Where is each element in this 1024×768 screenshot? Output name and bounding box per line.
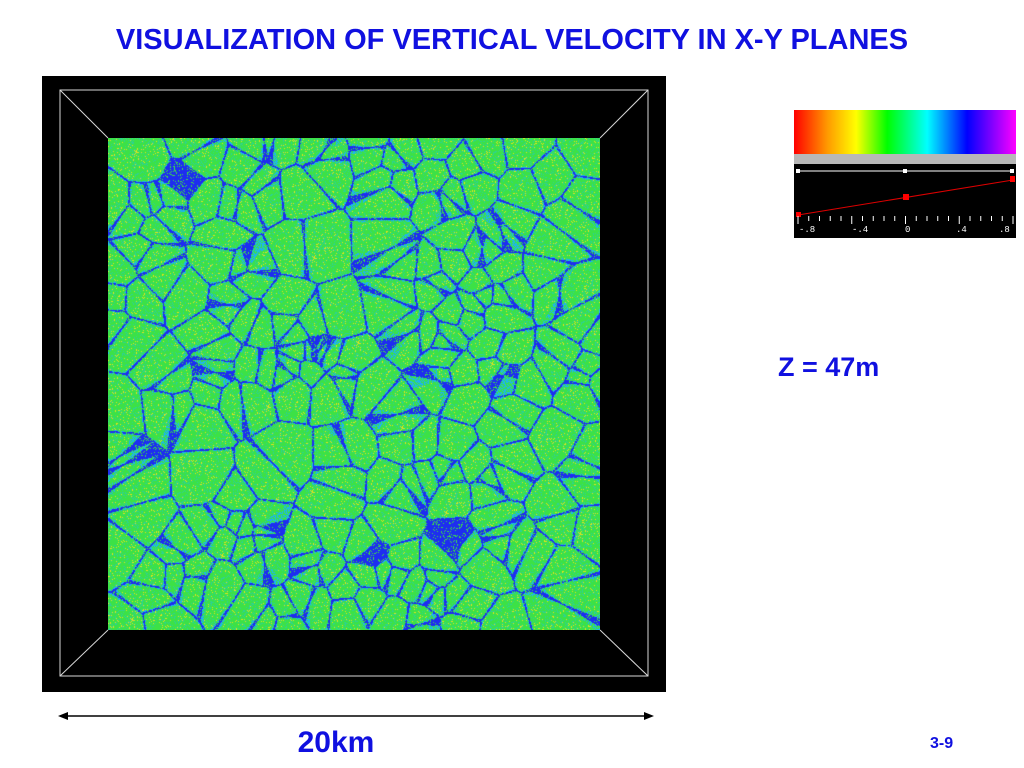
colorbar-widget: -.8 -.4 0 .4 .8	[793, 110, 1016, 238]
transfer-handle-left[interactable]	[796, 212, 801, 217]
colorbar-ticks	[797, 216, 1014, 224]
colorbar-gradient	[794, 110, 1016, 154]
colorbar-separator	[794, 154, 1016, 164]
colorbar-tick-label: 0	[905, 225, 910, 235]
scale-arrow	[56, 704, 656, 728]
arrow-right-icon	[644, 712, 654, 720]
colorbar-tick-label: .8	[999, 225, 1010, 235]
slide-title: VISUALIZATION OF VERTICAL VELOCITY IN X-…	[115, 24, 909, 56]
transfer-handle-mid[interactable]	[903, 194, 909, 200]
page-number: 3-9	[930, 735, 954, 752]
colorbar-tick-label: -.8	[799, 225, 815, 235]
arrow-left-icon	[58, 712, 68, 720]
opacity-handle-right[interactable]	[1010, 169, 1014, 173]
perspective-box-lines	[59, 89, 649, 677]
colorbar-tick-label: -.4	[852, 225, 868, 235]
colorbar-tick-label: .4	[956, 225, 967, 235]
colorbar: -.8 -.4 0 .4 .8	[794, 110, 1016, 238]
z-height-label: Z = 47m	[778, 352, 880, 382]
opacity-handle-mid[interactable]	[903, 169, 907, 173]
transfer-function-panel	[794, 164, 1016, 238]
scale-label: 20km	[297, 726, 375, 759]
opacity-handle-left[interactable]	[796, 169, 800, 173]
velocity-field-plane	[108, 138, 600, 630]
transfer-handle-right[interactable]	[1010, 176, 1015, 182]
visualization-frame	[42, 76, 666, 692]
